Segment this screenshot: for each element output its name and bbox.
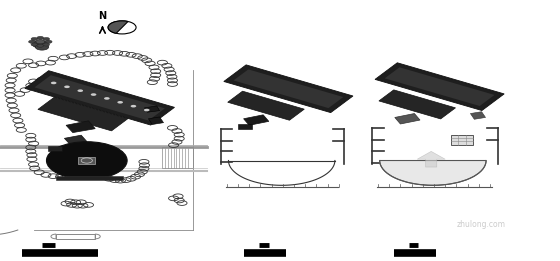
Bar bbox=[56, 234, 95, 239]
Polygon shape bbox=[144, 106, 160, 112]
Wedge shape bbox=[108, 21, 128, 33]
Circle shape bbox=[144, 109, 150, 111]
Polygon shape bbox=[234, 69, 343, 108]
Circle shape bbox=[45, 40, 52, 43]
Circle shape bbox=[37, 36, 44, 39]
Circle shape bbox=[36, 40, 45, 44]
Polygon shape bbox=[385, 67, 494, 106]
Circle shape bbox=[31, 43, 38, 46]
Circle shape bbox=[77, 89, 83, 92]
Bar bbox=[78, 157, 95, 164]
Polygon shape bbox=[35, 75, 165, 121]
Circle shape bbox=[35, 44, 49, 50]
Polygon shape bbox=[417, 151, 445, 167]
Circle shape bbox=[91, 93, 96, 96]
Circle shape bbox=[118, 101, 123, 104]
Text: zhulong.com: zhulong.com bbox=[457, 220, 506, 229]
Circle shape bbox=[43, 37, 50, 40]
Circle shape bbox=[32, 41, 48, 48]
Text: N: N bbox=[99, 11, 106, 21]
Polygon shape bbox=[470, 112, 486, 119]
Circle shape bbox=[64, 86, 70, 88]
Polygon shape bbox=[379, 90, 455, 119]
Circle shape bbox=[104, 97, 110, 100]
Circle shape bbox=[51, 82, 57, 84]
Polygon shape bbox=[228, 91, 304, 120]
Bar bbox=[451, 135, 473, 145]
Bar bbox=[162, 147, 193, 168]
Bar bbox=[238, 124, 252, 129]
Bar bbox=[48, 146, 62, 151]
Polygon shape bbox=[148, 117, 164, 124]
Circle shape bbox=[46, 142, 127, 179]
Polygon shape bbox=[64, 135, 87, 144]
Polygon shape bbox=[244, 115, 269, 125]
Polygon shape bbox=[375, 63, 504, 110]
Polygon shape bbox=[38, 97, 128, 131]
Circle shape bbox=[130, 105, 136, 108]
Circle shape bbox=[43, 43, 50, 46]
Polygon shape bbox=[25, 71, 175, 125]
Bar bbox=[56, 176, 123, 180]
Polygon shape bbox=[395, 114, 420, 124]
Polygon shape bbox=[224, 65, 353, 112]
Circle shape bbox=[31, 37, 38, 40]
Circle shape bbox=[37, 44, 44, 47]
Wedge shape bbox=[380, 161, 486, 185]
Circle shape bbox=[29, 40, 35, 43]
Polygon shape bbox=[66, 121, 95, 133]
